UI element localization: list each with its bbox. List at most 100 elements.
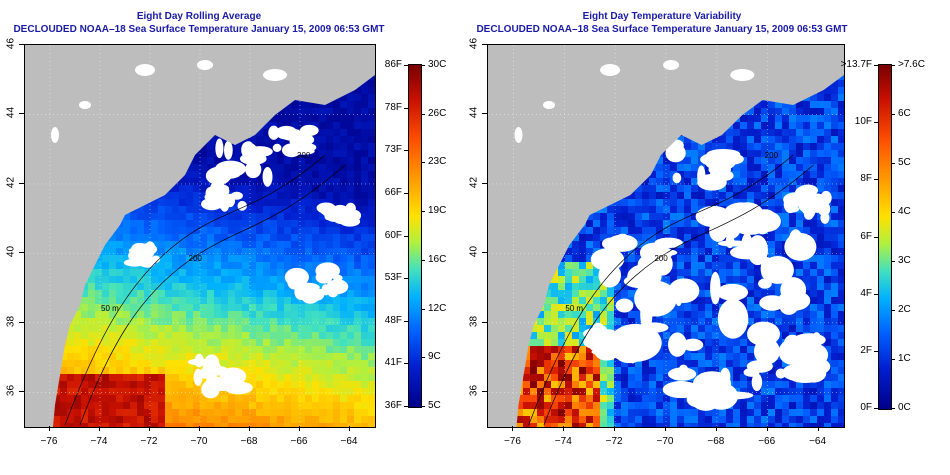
right-variability-map (487, 44, 845, 428)
colorbar-c-tick (421, 211, 425, 213)
contour-label: 200 (654, 254, 668, 264)
colorbar-c-tick (421, 162, 425, 164)
colorbar-f-label: 6F (860, 230, 872, 242)
colorbar-f-label: 2F (860, 344, 872, 356)
colorbar-f-tick (404, 406, 408, 407)
lat-tick-label: 46 (5, 37, 17, 50)
colorbar-f-tick (404, 320, 408, 322)
colorbar-c-tick (891, 261, 895, 262)
colorbar-f-tick (404, 150, 408, 152)
colorbar-f-label: 0F (860, 402, 872, 413)
lat-tick (482, 113, 487, 115)
lat-tick (19, 44, 24, 45)
lon-tick (563, 426, 565, 431)
colorbar-c-label: 6C (898, 108, 911, 119)
colorbar-f-label: 10F (854, 116, 872, 128)
lat-tick (482, 391, 487, 393)
colorbar-c-label: 12C (428, 302, 447, 314)
colorbar-c-label: >7.6C (898, 59, 925, 70)
lat-tick-label: 38 (468, 315, 480, 327)
colorbar-c-tick (891, 212, 895, 213)
lon-tick (99, 426, 100, 431)
colorbar-f-tick (404, 235, 408, 237)
lon-tick-label: −72 (605, 436, 623, 447)
colorbar-f-label: 66F (384, 186, 402, 198)
colorbar-c-label: 3C (898, 255, 911, 266)
lon-tick-label: −74 (554, 436, 572, 447)
contour-label: 50 m (101, 303, 119, 313)
colorbar-f-label: >13.7F (840, 59, 872, 70)
lon-tick-label: −64 (809, 436, 827, 447)
colorbar-c-tick (891, 163, 895, 164)
lat-tick (19, 182, 24, 184)
lat-tick (482, 252, 487, 254)
left-colorbar (408, 64, 422, 408)
left-title-line1: Eight Day Rolling Average (136, 11, 262, 22)
colorbar-c-tick (421, 357, 425, 359)
colorbar-c-label: 5C (428, 400, 441, 411)
lat-tick-label: 40 (468, 246, 480, 258)
colorbar-c-label: 4C (898, 206, 911, 217)
lat-tick (482, 44, 487, 45)
colorbar-f-label: 48F (384, 314, 402, 326)
colorbar-f-tick (874, 350, 878, 352)
colorbar-f-label: 36F (384, 400, 402, 411)
colorbar-f-label: 53F (384, 272, 402, 284)
lat-tick (19, 321, 24, 323)
lon-tick-label: −68 (240, 436, 258, 447)
contour-label: 200 (297, 150, 311, 160)
colorbar-f-tick (404, 192, 408, 194)
lon-tick (349, 426, 350, 431)
colorbar-f-tick (404, 107, 408, 109)
lat-tick-label: 44 (5, 107, 17, 119)
colorbar-c-label: 5C (898, 157, 911, 168)
contour-label: 50 m (565, 303, 584, 313)
lat-tick-label: 38 (5, 315, 17, 327)
lon-tick (199, 426, 200, 431)
colorbar-f-tick (874, 236, 878, 238)
colorbar-c-label: 2C (898, 304, 911, 315)
lon-tick (149, 426, 150, 431)
lon-tick (817, 426, 819, 431)
lon-tick-label: −72 (140, 436, 158, 447)
colorbar-f-label: 8F (860, 173, 872, 185)
colorbar-f-label: 4F (860, 287, 872, 299)
colorbar-c-tick (421, 65, 425, 66)
right-title-line1: Eight Day Temperature Variability (582, 11, 742, 22)
colorbar-f-tick (404, 278, 408, 280)
lon-tick (49, 426, 50, 431)
left-sst-map (24, 44, 376, 428)
colorbar-c-label: 26C (428, 107, 447, 119)
lon-tick (512, 426, 514, 431)
lat-tick-label: 46 (468, 37, 480, 50)
lon-tick-label: −68 (707, 436, 725, 447)
colorbar-c-tick (421, 406, 425, 407)
colorbar-f-label: 78F (384, 101, 402, 113)
lat-tick-label: 36 (468, 385, 480, 397)
colorbar-c-tick (891, 408, 895, 409)
lon-tick (614, 426, 616, 431)
lon-tick-label: −70 (190, 436, 208, 447)
colorbar-f-tick (874, 179, 878, 181)
colorbar-f-label: 73F (384, 144, 402, 156)
colorbar-c-label: 30C (428, 59, 447, 70)
lon-tick-label: −70 (656, 436, 674, 447)
colorbar-f-label: 41F (384, 357, 402, 369)
colorbar-f-tick (874, 293, 878, 295)
colorbar-c-label: 1C (898, 353, 911, 364)
lon-tick-label: −76 (40, 436, 58, 447)
colorbar-c-label: 19C (428, 205, 447, 217)
lat-tick (19, 252, 24, 254)
right-colorbar (878, 64, 892, 410)
colorbar-f-label: 86F (384, 59, 402, 70)
colorbar-c-label: 23C (428, 156, 447, 168)
lon-tick-label: −64 (340, 436, 358, 447)
contour-label: 200 (188, 254, 202, 264)
lat-tick (19, 391, 24, 393)
lat-tick (482, 321, 487, 323)
lat-tick-label: 44 (468, 107, 480, 119)
colorbar-c-tick (891, 114, 895, 115)
lon-tick-label: −74 (90, 436, 108, 447)
colorbar-c-tick (891, 310, 895, 311)
lon-tick-label: −66 (290, 436, 308, 447)
